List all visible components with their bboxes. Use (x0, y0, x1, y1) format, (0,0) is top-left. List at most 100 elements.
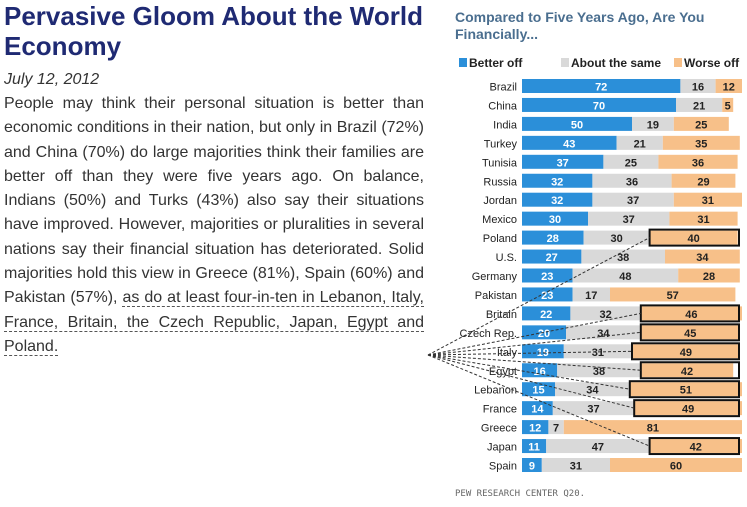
bar-segment-better (522, 306, 571, 321)
bar-segment-worse (649, 230, 738, 245)
data-label-same: 32 (599, 309, 611, 321)
data-label-better: 43 (563, 138, 575, 150)
data-label-same: 21 (634, 138, 646, 150)
article: Pervasive Gloom About the World Economy … (4, 0, 424, 359)
data-label-worse: 31 (697, 214, 709, 226)
bar-segment-better (522, 420, 549, 435)
data-label-better: 28 (547, 233, 559, 245)
bar-segment-worse (671, 173, 736, 188)
data-label-worse: 31 (702, 195, 714, 207)
bar-segment-same (680, 79, 716, 93)
bar-segment-better (522, 230, 584, 245)
bar-segment-same (566, 325, 641, 340)
category-label: Japan (487, 442, 517, 454)
legend-label-worse: Worse off (684, 56, 740, 70)
bar-segment-better (522, 173, 593, 188)
highlight-box (639, 323, 740, 342)
bar-segment-worse (673, 116, 729, 131)
bar-segment-worse (662, 135, 740, 150)
data-label-worse: 34 (696, 252, 709, 264)
highlight-box (631, 342, 740, 361)
category-label: Greece (481, 423, 517, 435)
bar-segment-better (522, 401, 553, 416)
data-label-better: 15 (532, 385, 544, 397)
data-label-better: 22 (540, 309, 552, 321)
bar-segment-same (546, 439, 650, 454)
data-label-same: 17 (585, 290, 597, 302)
data-label-better: 20 (538, 328, 550, 340)
data-label-worse: 81 (647, 423, 659, 435)
bar-segment-worse (640, 363, 734, 378)
bar-segment-worse (640, 325, 740, 340)
data-label-worse: 57 (667, 290, 679, 302)
bar-segment-worse (649, 439, 742, 454)
bar-segment-worse (563, 420, 742, 435)
data-label-same: 47 (592, 442, 604, 454)
data-label-better: 16 (533, 366, 545, 378)
data-label-same: 16 (692, 82, 704, 94)
data-label-worse: 29 (697, 176, 709, 188)
article-body: People may think their personal situatio… (4, 92, 424, 359)
bar-segment-worse (715, 79, 742, 93)
bar-segment-worse (665, 249, 740, 264)
bar-segment-worse (610, 287, 736, 302)
legend-label-same: About the same (571, 56, 661, 70)
data-label-same: 37 (627, 195, 639, 207)
bar-segment-same (557, 363, 641, 378)
bar-segment-worse (632, 344, 740, 359)
data-label-same: 37 (587, 404, 599, 416)
data-label-better: 11 (528, 442, 540, 454)
headline: Pervasive Gloom About the World Economy (4, 1, 423, 61)
connector-line (427, 331, 641, 356)
category-label: Russia (483, 176, 518, 188)
legend-label-better: Better off (469, 56, 523, 70)
bar-segment-same (552, 401, 635, 416)
data-label-worse: 12 (723, 82, 735, 94)
data-label-worse: 36 (692, 157, 704, 169)
bar-segment-better (522, 79, 681, 93)
source-note: PEW RESEARCH CENTER Q20. (455, 489, 586, 499)
bar-segment-same (548, 420, 564, 435)
data-label-better: 12 (529, 423, 541, 435)
data-label-worse: 42 (690, 442, 702, 454)
data-label-worse: 51 (680, 385, 692, 397)
bar-segment-better (522, 458, 542, 472)
connector-line (427, 350, 633, 356)
bar-segment-same (541, 458, 610, 472)
data-label-same: 34 (586, 385, 599, 397)
bar-segment-same (603, 154, 659, 169)
data-label-same: 19 (647, 119, 659, 131)
category-label: Mexico (482, 214, 517, 226)
body-highlight-text: as do at least four-in-ten in Lebanon, I… (4, 289, 424, 356)
bar-segment-better (522, 192, 593, 207)
data-label-worse: 28 (703, 271, 715, 283)
data-label-worse: 25 (695, 119, 707, 131)
category-label: India (493, 119, 518, 131)
bar-segment-same (592, 173, 672, 188)
bar-segment-better (522, 344, 564, 359)
data-label-better: 70 (593, 100, 605, 112)
data-label-same: 25 (625, 157, 637, 169)
bar-segment-same (592, 192, 674, 207)
category-label: Jordan (483, 195, 517, 207)
bar-segment-same (572, 268, 679, 283)
bar-segment-better (522, 439, 547, 454)
data-label-same: 7 (553, 423, 559, 435)
bar-segment-same (570, 306, 641, 321)
legend-swatch-same (561, 58, 569, 67)
bar-segment-better (522, 116, 632, 131)
bar-segment-better (522, 135, 617, 150)
data-label-same: 31 (570, 461, 582, 473)
highlight-box (648, 437, 740, 456)
data-label-worse: 42 (681, 366, 693, 378)
data-label-better: 32 (551, 195, 563, 207)
connector-line (427, 354, 635, 409)
category-label: China (488, 100, 518, 112)
data-label-better: 32 (551, 176, 563, 188)
bar-segment-same (583, 230, 650, 245)
connector-line (427, 237, 650, 356)
category-label: Lebanon (474, 385, 517, 397)
bar-segment-same (616, 135, 663, 150)
highlight-box (639, 361, 740, 380)
